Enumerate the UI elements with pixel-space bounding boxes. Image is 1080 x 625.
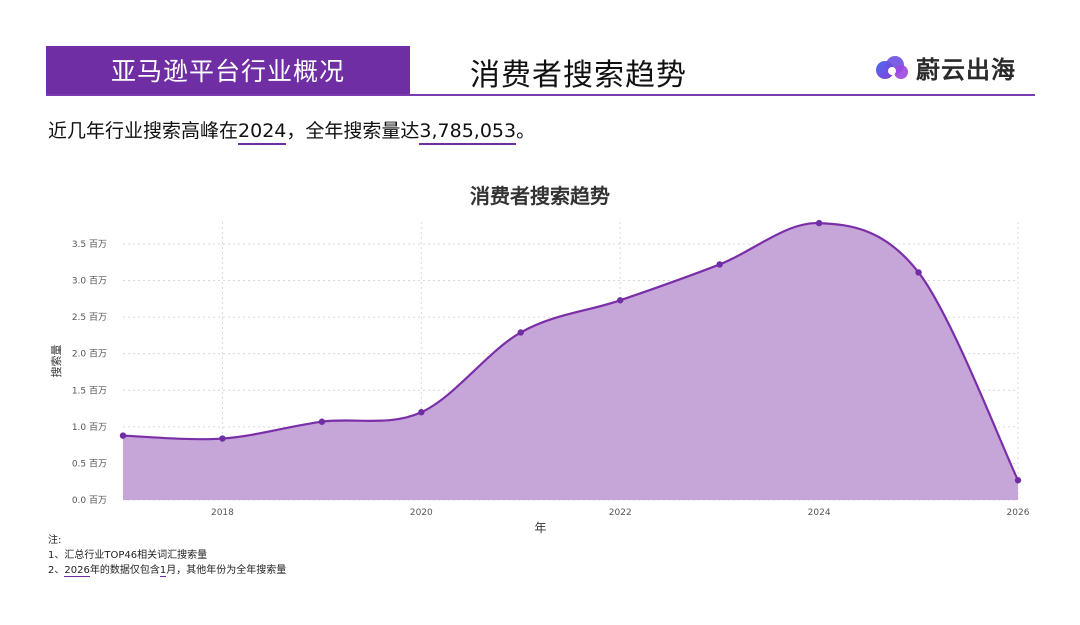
x-tick-label: 2020 bbox=[410, 508, 433, 518]
data-point bbox=[517, 329, 524, 336]
series-area bbox=[123, 223, 1018, 501]
note-2: 2、2026年的数据仅包含1月，其他年份为全年搜索量 bbox=[48, 565, 287, 577]
section-label: 亚马逊平台行业概况 bbox=[110, 57, 345, 86]
y-tick-label: 1.5 百万 bbox=[72, 385, 107, 396]
x-axis-label: 年 bbox=[534, 521, 546, 535]
chart-title: 消费者搜索趋势 bbox=[470, 184, 610, 208]
notes: 注: 1、汇总行业TOP46相关词汇搜索量 2、2026年的数据仅包含1月，其他… bbox=[48, 533, 286, 578]
y-tick-label: 1.0 百万 bbox=[72, 422, 107, 433]
summary-prefix: 近几年行业搜索高峰在 bbox=[48, 120, 239, 142]
y-tick-label: 0.0 百万 bbox=[72, 495, 107, 506]
data-point bbox=[915, 269, 922, 276]
y-tick-label: 2.5 百万 bbox=[72, 312, 107, 323]
series-line bbox=[122, 221, 1019, 481]
page-title: 消费者搜索趋势 bbox=[470, 58, 687, 93]
note-1: 1、汇总行业TOP46相关词汇搜索量 bbox=[48, 550, 208, 561]
y-tick-label: 0.5 百万 bbox=[72, 458, 107, 469]
note-2-month: 1 bbox=[159, 565, 167, 577]
x-tick-label: 2024 bbox=[808, 508, 831, 518]
header-divider bbox=[46, 94, 1035, 96]
data-point bbox=[1014, 477, 1022, 484]
notes-heading: 注: bbox=[48, 535, 62, 546]
y-tick-label: 3.0 百万 bbox=[72, 276, 107, 287]
brand-logo: 蔚云出海 bbox=[874, 50, 1016, 85]
data-point bbox=[318, 418, 326, 425]
y-tick-label: 3.5 百万 bbox=[72, 239, 107, 250]
note-2-year: 2026 bbox=[64, 565, 90, 577]
summary-total: 3,785,053 bbox=[419, 120, 517, 145]
x-tick-label: 2026 bbox=[1007, 508, 1030, 518]
summary-peak-year: 2024 bbox=[238, 120, 287, 145]
summary-text: 近几年行业搜索高峰在2024，全年搜索量达3,785,053。 bbox=[48, 116, 536, 145]
y-tick-label: 2.0 百万 bbox=[72, 349, 107, 360]
summary-suffix: 。 bbox=[516, 120, 536, 142]
data-point bbox=[418, 409, 425, 416]
summary-middle: ，全年搜索量达 bbox=[286, 120, 420, 142]
data-point bbox=[119, 432, 127, 439]
x-tick-label: 2018 bbox=[211, 508, 234, 518]
data-point bbox=[815, 219, 823, 227]
y-axis-label: 搜索量 bbox=[49, 345, 63, 378]
data-point bbox=[219, 435, 226, 442]
section-banner: 亚马逊平台行业概况 bbox=[46, 46, 410, 94]
brand-name: 蔚云出海 bbox=[916, 56, 1016, 84]
data-point bbox=[617, 297, 624, 304]
note-2-mid: 年的数据仅包含 bbox=[89, 565, 160, 576]
data-point bbox=[716, 261, 723, 268]
cloud-logo-icon bbox=[876, 55, 908, 79]
x-tick-label: 2022 bbox=[609, 508, 632, 518]
header: 亚马逊平台行业概况 消费者搜索趋势 蔚云出海 bbox=[0, 0, 1080, 100]
note-2-end: 月，其他年份为全年搜索量 bbox=[166, 565, 287, 576]
